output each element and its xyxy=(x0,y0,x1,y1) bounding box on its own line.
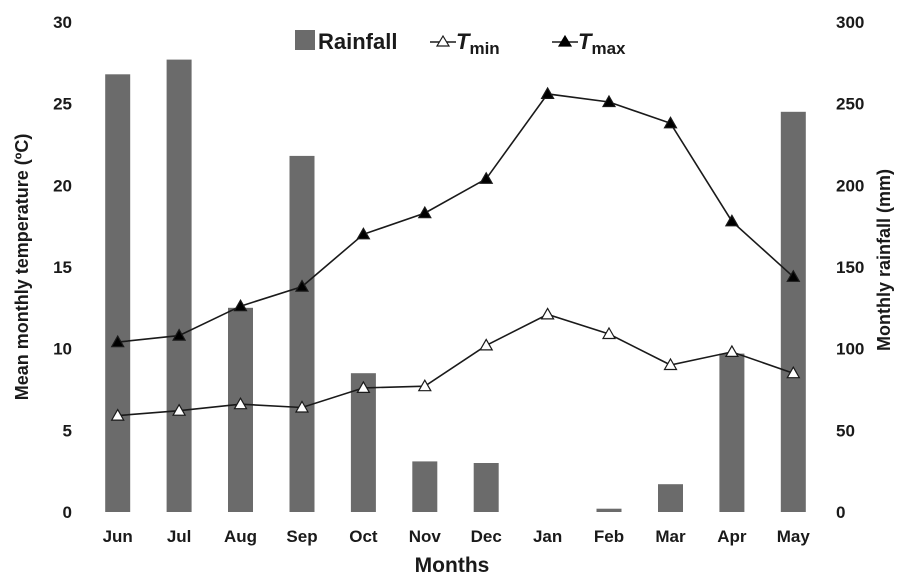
bar-rainfall-jul xyxy=(166,59,192,512)
x-tick-mar: Mar xyxy=(655,527,686,546)
x-tick-jan: Jan xyxy=(533,527,562,546)
legend-tmax-marker xyxy=(557,34,573,47)
bar-rainfall-feb xyxy=(596,508,622,512)
x-tick-aug: Aug xyxy=(224,527,257,546)
x-tick-apr: Apr xyxy=(717,527,747,546)
line-tmax xyxy=(117,93,794,343)
marker-tmax-jun xyxy=(110,334,125,348)
right-y-tick-250: 250 xyxy=(836,95,864,114)
x-tick-nov: Nov xyxy=(409,527,442,546)
legend-rainfall-swatch xyxy=(295,30,315,50)
legend: Rainfall Tmin Tmax xyxy=(295,29,626,58)
bar-rainfall-jun xyxy=(105,74,131,513)
x-tick-may: May xyxy=(777,527,811,546)
left-y-axis-title: Mean monthly temperature (ºC) xyxy=(12,134,32,401)
left-y-tick-labels: 0 5 10 15 20 25 30 xyxy=(53,13,72,522)
bar-rainfall-aug xyxy=(228,307,253,512)
bar-rainfall-nov xyxy=(412,461,438,512)
left-y-tick-20: 20 xyxy=(53,176,72,195)
bar-rainfall-dec xyxy=(473,463,499,512)
x-tick-sep: Sep xyxy=(286,527,317,546)
x-tick-oct: Oct xyxy=(349,527,378,546)
marker-tmin-feb xyxy=(601,326,617,340)
marker-tmax-jan xyxy=(540,86,555,100)
left-y-tick-30: 30 xyxy=(53,13,72,32)
temperature-markers xyxy=(110,86,801,421)
marker-tmax-nov xyxy=(417,205,432,219)
left-y-tick-5: 5 xyxy=(63,421,72,440)
marker-tmax-feb xyxy=(601,94,617,108)
marker-tmax-dec xyxy=(479,171,494,184)
right-y-tick-labels: 0 50 100 150 200 250 300 xyxy=(836,13,864,522)
legend-tmin-main: T xyxy=(456,29,471,54)
x-tick-dec: Dec xyxy=(471,527,502,546)
right-y-tick-50: 50 xyxy=(836,421,855,440)
x-tick-jul: Jul xyxy=(167,527,192,546)
bar-rainfall-mar xyxy=(658,484,683,512)
marker-tmax-apr xyxy=(724,214,739,227)
marker-tmin-may xyxy=(786,365,801,379)
line-tmin xyxy=(117,313,794,417)
marker-tmax-oct xyxy=(356,227,371,240)
marker-tmin-oct xyxy=(356,380,371,393)
right-y-tick-150: 150 xyxy=(836,258,864,277)
legend-tmin-label: Tmin xyxy=(456,29,500,58)
left-y-tick-0: 0 xyxy=(63,503,72,522)
marker-tmin-jan xyxy=(540,307,555,320)
bar-rainfall-oct xyxy=(350,373,376,512)
right-y-tick-300: 300 xyxy=(836,13,864,32)
marker-tmax-mar xyxy=(663,116,678,129)
rainfall-bars xyxy=(105,59,806,513)
legend-tmin-marker xyxy=(435,34,451,47)
legend-tmin-sub: min xyxy=(469,39,499,58)
marker-tmax-sep xyxy=(294,279,310,292)
right-y-tick-200: 200 xyxy=(836,176,864,195)
marker-tmin-sep xyxy=(294,400,310,413)
legend-tmax-sub: max xyxy=(591,39,626,58)
bar-rainfall-apr xyxy=(719,353,745,512)
bar-rainfall-may xyxy=(780,111,806,513)
right-y-tick-0: 0 xyxy=(836,503,845,522)
marker-tmin-mar xyxy=(663,357,678,371)
marker-tmin-jul xyxy=(172,403,187,416)
marker-tmax-jul xyxy=(172,328,187,341)
marker-tmax-may xyxy=(786,269,801,282)
legend-tmax-main: T xyxy=(578,29,593,54)
marker-tmax-aug xyxy=(233,298,248,312)
x-axis-title: Months xyxy=(415,554,490,575)
marker-tmin-aug xyxy=(233,396,248,410)
x-tick-jun: Jun xyxy=(103,527,133,546)
left-y-tick-15: 15 xyxy=(53,258,72,277)
x-tick-labels: Jun Jul Aug Sep Oct Nov Dec Jan Feb Mar Apr May xyxy=(103,527,811,546)
left-y-tick-25: 25 xyxy=(53,95,72,114)
marker-tmin-dec xyxy=(479,338,494,351)
x-tick-feb: Feb xyxy=(594,527,624,546)
marker-tmin-jun xyxy=(110,408,125,421)
bar-rainfall-sep xyxy=(289,155,315,512)
left-y-tick-10: 10 xyxy=(53,340,72,359)
legend-tmax-label: Tmax xyxy=(578,29,626,58)
legend-rainfall-label: Rainfall xyxy=(318,29,397,54)
marker-tmin-nov xyxy=(417,378,432,392)
temperature-lines xyxy=(117,93,794,417)
marker-tmin-apr xyxy=(724,344,739,357)
right-y-tick-100: 100 xyxy=(836,340,864,359)
right-y-axis-title: Monthly rainfall (mm) xyxy=(874,169,894,351)
